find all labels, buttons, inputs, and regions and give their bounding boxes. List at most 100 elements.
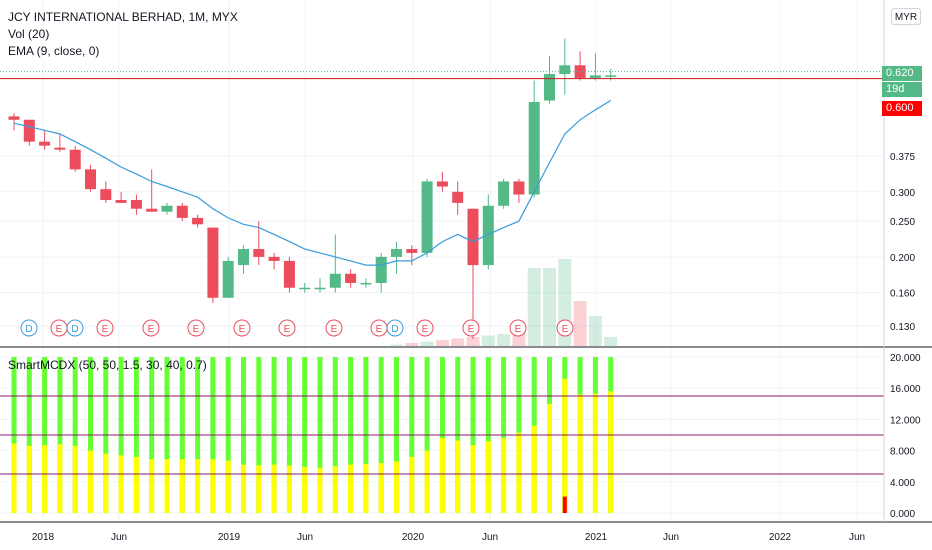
candle-body[interactable] xyxy=(345,273,357,283)
candle-body[interactable] xyxy=(176,205,188,218)
red-indicator-bar xyxy=(562,496,567,513)
candle-body[interactable] xyxy=(283,260,295,288)
candle-body[interactable] xyxy=(589,75,601,78)
candle-body[interactable] xyxy=(574,65,586,78)
earnings-marker[interactable]: E xyxy=(278,319,296,337)
yellow-indicator-bar xyxy=(179,459,185,513)
candle-body[interactable] xyxy=(544,74,555,101)
candle-body[interactable] xyxy=(85,169,96,190)
svg-text:D: D xyxy=(71,324,78,335)
candle-body[interactable] xyxy=(192,217,204,225)
earnings-marker[interactable]: E xyxy=(50,319,68,337)
earnings-marker[interactable]: E xyxy=(509,319,527,337)
yellow-indicator-bar xyxy=(608,391,614,513)
candle-body[interactable] xyxy=(329,273,341,288)
candle-body[interactable] xyxy=(436,181,448,187)
candle-body[interactable] xyxy=(253,249,265,257)
candle-body[interactable] xyxy=(406,249,418,253)
candle-body[interactable] xyxy=(8,116,20,120)
dividend-marker[interactable]: D xyxy=(66,319,84,337)
candle-body[interactable] xyxy=(391,249,402,257)
indicator-tick-label: 8.000 xyxy=(890,447,915,458)
candle-body[interactable] xyxy=(605,75,617,77)
candle-body[interactable] xyxy=(54,147,66,150)
time-tick-label: 2019 xyxy=(218,532,241,543)
svg-text:E: E xyxy=(562,324,569,335)
candle-body[interactable] xyxy=(467,208,479,266)
dividend-marker[interactable]: D xyxy=(20,319,38,337)
earnings-marker[interactable]: E xyxy=(187,319,205,337)
candle-body[interactable] xyxy=(100,189,112,201)
time-tick-label: 2020 xyxy=(402,532,425,543)
candle-body[interactable] xyxy=(115,200,127,203)
yellow-indicator-bar xyxy=(348,464,354,513)
svg-text:D: D xyxy=(391,324,398,335)
yellow-indicator-bar xyxy=(286,465,292,513)
yellow-indicator-bar xyxy=(72,445,78,513)
svg-text:E: E xyxy=(331,324,338,335)
svg-text:E: E xyxy=(148,324,155,335)
dividend-marker[interactable]: D xyxy=(386,319,404,337)
candle-body[interactable] xyxy=(222,260,234,298)
candle-body[interactable] xyxy=(299,287,311,290)
earnings-marker[interactable]: E xyxy=(556,319,574,337)
price-axis[interactable]: 0.130 0.160 0.200 0.250 0.300 0.375 0.000 4.000… xyxy=(0,71,921,520)
indicator-tick-label: 20.000 xyxy=(890,353,921,364)
candle-body[interactable] xyxy=(559,65,571,75)
candle-body[interactable] xyxy=(421,181,433,253)
candle-body[interactable] xyxy=(268,256,280,261)
candle-body[interactable] xyxy=(161,205,173,212)
earnings-marker[interactable]: E xyxy=(142,319,160,337)
earnings-marker[interactable]: E xyxy=(325,319,343,337)
price-tick-label: 0.250 xyxy=(890,217,915,228)
yellow-indicator-bar xyxy=(516,432,522,513)
earnings-marker[interactable]: E xyxy=(96,319,114,337)
candle-body[interactable] xyxy=(23,119,35,142)
candle-body[interactable] xyxy=(130,200,142,209)
time-axis[interactable]: 2018 Jun 2019 Jun 2020 Jun 2021 Jun 2022 Jun xyxy=(32,532,865,543)
indicator-level-lines xyxy=(0,395,884,475)
currency-button[interactable]: MYR xyxy=(891,8,921,25)
yellow-indicator-bar xyxy=(118,455,124,513)
yellow-indicator-bar xyxy=(485,441,491,513)
indicator-legend[interactable]: SmartMCDX (50, 50, 1.5, 30, 40, 0.7) xyxy=(8,358,207,372)
candle-body[interactable] xyxy=(452,191,464,203)
ema-legend[interactable]: EMA (9, close, 0) xyxy=(8,44,100,58)
yellow-indicator-bar xyxy=(577,394,583,513)
candle-body[interactable] xyxy=(314,287,326,290)
candle-body[interactable] xyxy=(513,181,525,195)
yellow-indicator-bar xyxy=(133,456,139,513)
volume-legend[interactable]: Vol (20) xyxy=(8,27,50,41)
candle-body[interactable] xyxy=(238,249,249,266)
price-tick-label: 0.130 xyxy=(890,322,915,333)
earnings-marker[interactable]: E xyxy=(462,319,480,337)
candle-body[interactable] xyxy=(360,282,372,285)
yellow-indicator-bar xyxy=(11,443,17,513)
indicator-tick-label: 12.000 xyxy=(890,415,921,426)
svg-text:E: E xyxy=(468,324,475,335)
candle-body[interactable] xyxy=(482,205,494,266)
indicator-tick-label: 4.000 xyxy=(890,478,915,489)
yellow-indicator-bar xyxy=(88,450,93,513)
volume-bar xyxy=(390,344,403,346)
earnings-marker[interactable]: E xyxy=(233,319,251,337)
svg-text:E: E xyxy=(376,324,383,335)
candlestick-series xyxy=(8,38,617,339)
candle-body[interactable] xyxy=(207,227,219,298)
yellow-indicator-bar xyxy=(302,466,308,513)
yellow-indicator-bar xyxy=(531,425,537,513)
yellow-indicator-bar xyxy=(439,438,445,513)
candle-body[interactable] xyxy=(146,208,158,212)
candle-body[interactable] xyxy=(69,149,81,170)
candle-body[interactable] xyxy=(498,181,510,206)
time-tick-label: Jun xyxy=(111,532,127,543)
earnings-marker[interactable]: E xyxy=(416,319,434,337)
earnings-marker[interactable]: E xyxy=(370,319,388,337)
candle-body[interactable] xyxy=(375,256,387,283)
candle-body[interactable] xyxy=(528,102,540,195)
candle-body[interactable] xyxy=(39,141,51,146)
svg-text:E: E xyxy=(102,324,109,335)
time-tick-label: 2018 xyxy=(32,532,55,543)
